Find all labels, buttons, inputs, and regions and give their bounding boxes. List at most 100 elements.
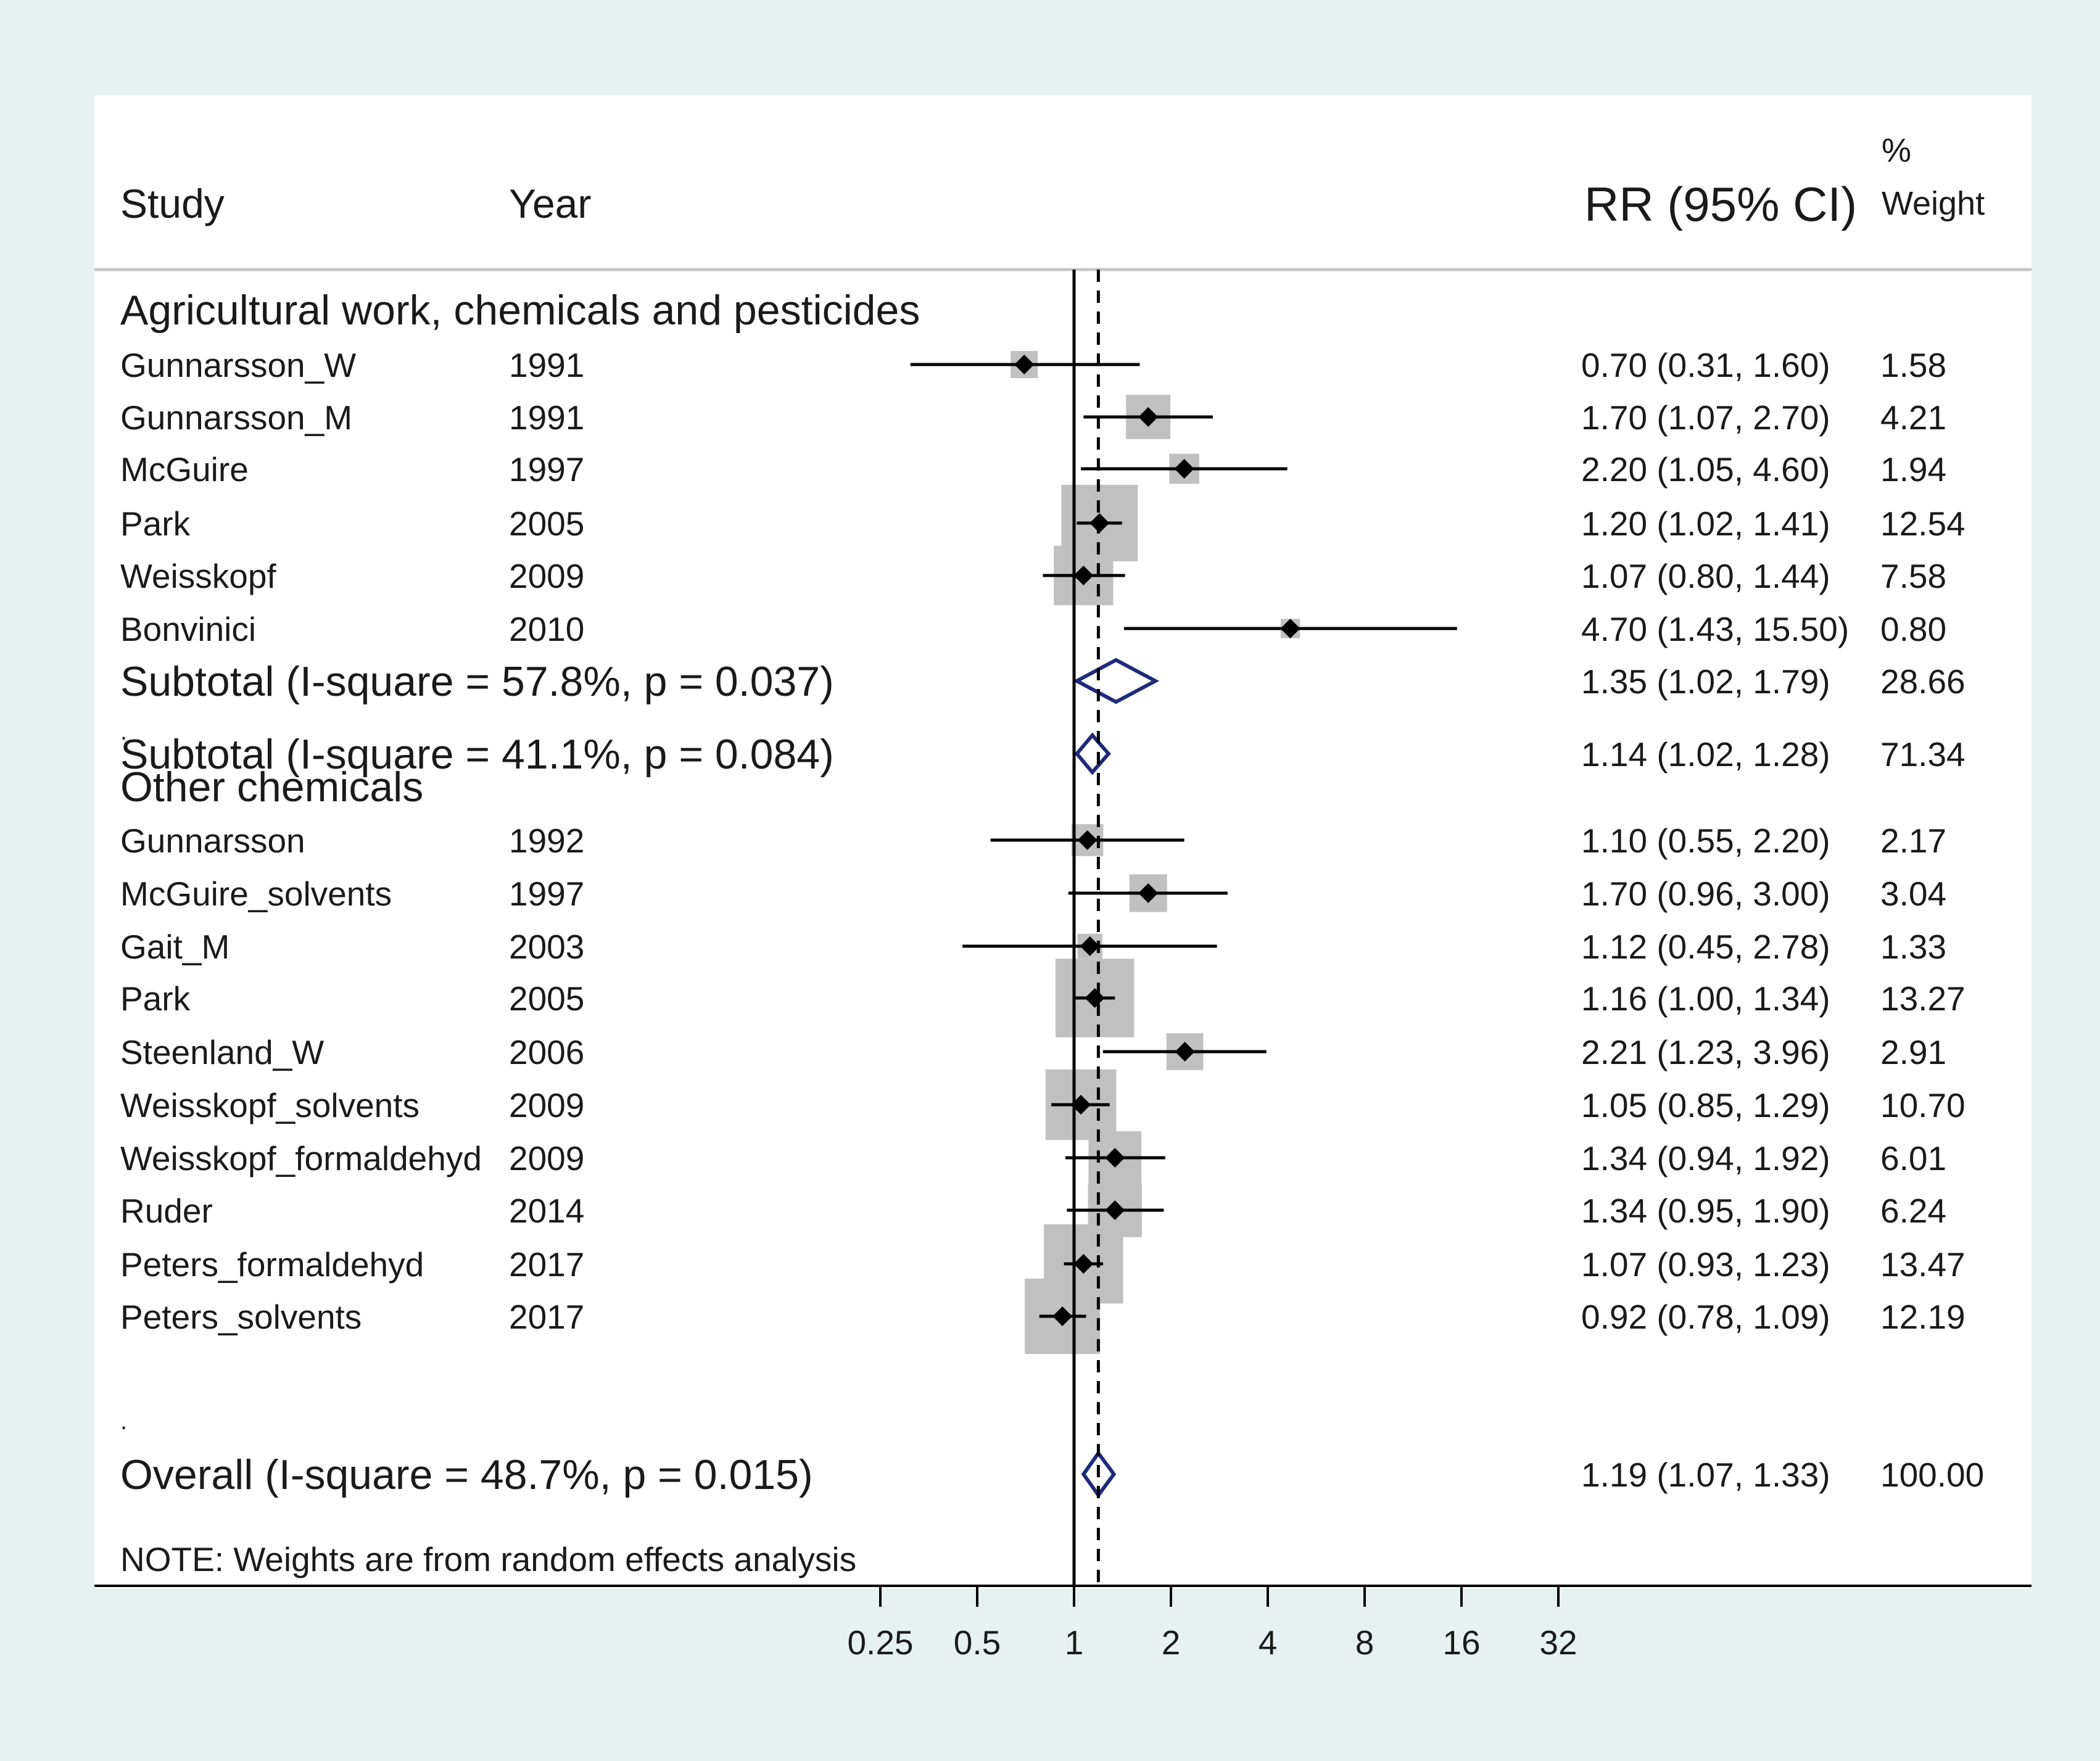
study-weight: 2.17 bbox=[1880, 822, 1946, 860]
study-weight: 13.27 bbox=[1880, 979, 1966, 1018]
study-name: Gunnarsson_W bbox=[120, 346, 356, 384]
x-tick-label: 16 bbox=[1442, 1623, 1480, 1662]
study-name: McGuire_solvents bbox=[120, 875, 392, 913]
study-name: Ruder bbox=[120, 1192, 213, 1230]
study-year: 2014 bbox=[509, 1192, 584, 1230]
point-estimate bbox=[1077, 830, 1098, 850]
subtotal-weight: 28.66 bbox=[1880, 662, 1966, 701]
point-estimate bbox=[1073, 566, 1094, 585]
group-label: Agricultural work, chemicals and pestici… bbox=[120, 287, 920, 334]
study-name: McGuire bbox=[120, 450, 249, 489]
plot-marks: Agricultural work, chemicals and pestici… bbox=[120, 270, 1984, 1586]
x-tick-label: 32 bbox=[1539, 1623, 1577, 1662]
header-weight: Weight bbox=[1882, 185, 1985, 222]
x-tick-label: 0.25 bbox=[847, 1623, 913, 1662]
study-name: Park bbox=[120, 505, 191, 543]
study-rr-ci: 1.70 (0.96, 3.00) bbox=[1581, 875, 1830, 913]
study-weight: 1.94 bbox=[1880, 450, 1946, 489]
header-pct: % bbox=[1882, 132, 1911, 169]
header-study: Study bbox=[120, 181, 225, 226]
study-rr-ci: 1.10 (0.55, 2.20) bbox=[1581, 822, 1830, 860]
x-tick-label: 1 bbox=[1065, 1623, 1084, 1662]
study-rr-ci: 2.20 (1.05, 4.60) bbox=[1581, 450, 1830, 489]
study-weight: 2.91 bbox=[1880, 1033, 1946, 1071]
subtotal-diamond bbox=[1073, 658, 1160, 704]
study-weight: 12.19 bbox=[1880, 1298, 1966, 1336]
group-separator: . bbox=[120, 1408, 127, 1435]
point-estimate bbox=[1071, 1095, 1091, 1115]
overall-weight: 100.00 bbox=[1880, 1456, 1984, 1494]
study-year: 2003 bbox=[509, 928, 584, 966]
study-weight: 3.04 bbox=[1880, 875, 1946, 913]
header-year: Year bbox=[509, 181, 591, 226]
study-rr-ci: 1.34 (0.95, 1.90) bbox=[1581, 1192, 1830, 1230]
study-name: Gunnarsson_M bbox=[120, 398, 352, 437]
study-name: Steenland_W bbox=[120, 1033, 324, 1071]
study-year: 2005 bbox=[509, 979, 584, 1018]
study-name: Park bbox=[120, 979, 191, 1018]
study-year: 2017 bbox=[509, 1298, 584, 1336]
study-weight: 7.58 bbox=[1880, 557, 1946, 595]
study-rr-ci: 1.70 (1.07, 2.70) bbox=[1581, 398, 1830, 437]
subtotal-rr-ci: 1.14 (1.02, 1.28) bbox=[1581, 735, 1830, 773]
study-year: 2010 bbox=[509, 610, 584, 648]
study-rr-ci: 0.92 (0.78, 1.09) bbox=[1581, 1298, 1830, 1336]
study-rr-ci: 4.70 (1.43, 15.50) bbox=[1581, 610, 1849, 648]
study-weight: 13.47 bbox=[1880, 1245, 1966, 1284]
study-rr-ci: 1.16 (1.00, 1.34) bbox=[1581, 979, 1830, 1018]
study-name: Weisskopf_formaldehyd bbox=[120, 1139, 482, 1177]
overall-rr-ci: 1.19 (1.07, 1.33) bbox=[1581, 1456, 1830, 1494]
study-name: Gunnarsson bbox=[120, 822, 305, 860]
overall-label: Overall (I-square = 48.7%, p = 0.015) bbox=[120, 1451, 813, 1498]
study-year: 2009 bbox=[509, 557, 584, 595]
group-label: Other chemicals bbox=[120, 764, 423, 810]
study-weight: 0.80 bbox=[1880, 610, 1946, 648]
study-weight: 4.21 bbox=[1880, 398, 1946, 437]
subtotal-weight: 71.34 bbox=[1880, 735, 1966, 773]
point-estimate bbox=[1052, 1306, 1073, 1326]
x-axis-ticks: 0.25 0.5 1 2 4 8 16 32 bbox=[847, 1586, 1577, 1662]
study-rr-ci: 1.07 (0.80, 1.44) bbox=[1581, 557, 1830, 595]
point-estimate bbox=[1174, 459, 1194, 479]
study-year: 1991 bbox=[509, 346, 584, 384]
study-weight: 6.24 bbox=[1880, 1192, 1946, 1230]
study-year: 2017 bbox=[509, 1245, 584, 1284]
point-estimate bbox=[1080, 936, 1100, 956]
subtotal-rr-ci: 1.35 (1.02, 1.79) bbox=[1581, 662, 1830, 701]
point-estimate bbox=[1138, 407, 1159, 427]
study-weight: 6.01 bbox=[1880, 1139, 1946, 1177]
study-weight: 10.70 bbox=[1880, 1086, 1966, 1124]
study-year: 1992 bbox=[509, 822, 584, 860]
study-name: Bonvinici bbox=[120, 610, 256, 648]
overall-diamond bbox=[1081, 1450, 1117, 1499]
study-rr-ci: 1.34 (0.94, 1.92) bbox=[1581, 1139, 1830, 1177]
subtotal-label: Subtotal (I-square = 57.8%, p = 0.037) bbox=[120, 658, 834, 705]
study-rr-ci: 1.12 (0.45, 2.78) bbox=[1581, 928, 1830, 966]
study-year: 2009 bbox=[509, 1086, 584, 1124]
study-rr-ci: 2.21 (1.23, 3.96) bbox=[1581, 1033, 1830, 1071]
point-estimate bbox=[1105, 1148, 1125, 1168]
study-year: 1991 bbox=[509, 398, 584, 437]
point-estimate bbox=[1073, 1254, 1094, 1274]
x-tick-label: 2 bbox=[1162, 1623, 1181, 1662]
study-name: Weisskopf bbox=[120, 557, 276, 595]
note-text: NOTE: Weights are from random effects an… bbox=[120, 1540, 856, 1578]
study-name: Gait_M bbox=[120, 928, 229, 966]
header-rr: RR (95% CI) bbox=[1584, 177, 1857, 231]
study-weight: 12.54 bbox=[1880, 505, 1966, 543]
point-estimate bbox=[1175, 1042, 1195, 1062]
x-tick-label: 0.5 bbox=[954, 1623, 1001, 1662]
study-year: 2009 bbox=[509, 1139, 584, 1177]
study-weight: 1.33 bbox=[1880, 928, 1946, 966]
study-name: Weisskopf_solvents bbox=[120, 1086, 420, 1124]
point-estimate bbox=[1280, 619, 1300, 638]
study-year: 2005 bbox=[509, 505, 584, 543]
study-rr-ci: 1.20 (1.02, 1.41) bbox=[1581, 505, 1830, 543]
study-rr-ci: 1.05 (0.85, 1.29) bbox=[1581, 1086, 1830, 1124]
group-separator: . bbox=[120, 718, 127, 745]
point-estimate bbox=[1014, 355, 1035, 374]
study-weight: 1.58 bbox=[1880, 346, 1946, 384]
study-year: 2006 bbox=[509, 1033, 584, 1071]
study-name: Peters_solvents bbox=[120, 1298, 362, 1336]
subtotal-label: Subtotal (I-square = 41.1%, p = 0.084) bbox=[120, 731, 834, 778]
